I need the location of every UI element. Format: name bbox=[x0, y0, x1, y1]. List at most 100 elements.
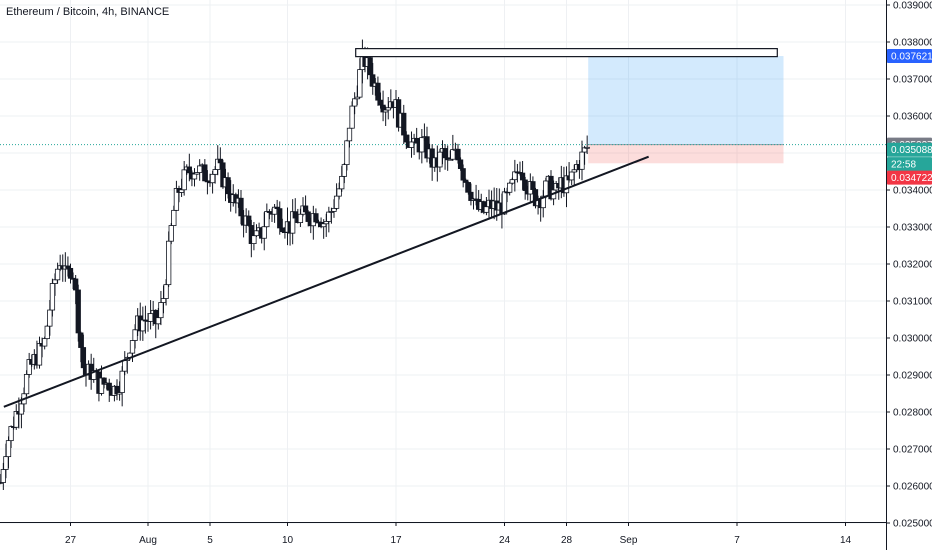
candle bbox=[26, 352, 32, 378]
candle-body bbox=[160, 298, 167, 303]
candle bbox=[246, 210, 252, 227]
candle-body bbox=[339, 175, 345, 190]
x-tick-label: 10 bbox=[282, 535, 294, 546]
candle-body bbox=[455, 148, 461, 161]
candle bbox=[569, 171, 575, 185]
candle bbox=[326, 206, 332, 233]
candle-body bbox=[129, 340, 136, 354]
candle-body bbox=[450, 149, 456, 160]
price-badge-label: 0.035088 bbox=[891, 145, 932, 156]
candle-body bbox=[78, 332, 84, 348]
candle-body bbox=[375, 82, 381, 101]
candle-body bbox=[166, 240, 172, 286]
candle bbox=[114, 379, 120, 401]
candle-body bbox=[522, 179, 528, 191]
candle bbox=[168, 223, 174, 245]
candle-body bbox=[54, 268, 61, 281]
candle bbox=[122, 351, 128, 376]
price-badge-bg bbox=[887, 142, 932, 157]
candle-body bbox=[569, 171, 575, 181]
candle-body bbox=[336, 188, 342, 197]
y-tick-label: 0.037000 bbox=[893, 75, 932, 86]
candle-body bbox=[49, 283, 56, 311]
price-badge-label: 22:58 bbox=[891, 160, 916, 171]
y-tick-label: 0.039000 bbox=[893, 1, 932, 12]
candle bbox=[419, 129, 425, 164]
x-tick-label: 7 bbox=[734, 535, 740, 546]
candle-body bbox=[67, 267, 74, 279]
position-zones[interactable] bbox=[0, 56, 886, 164]
candle-body bbox=[3, 456, 9, 470]
y-tick-label: 0.027000 bbox=[893, 445, 932, 456]
candle bbox=[380, 90, 386, 122]
candle bbox=[414, 127, 420, 144]
candle-body bbox=[403, 134, 409, 143]
candle-body bbox=[225, 177, 231, 195]
drawings[interactable] bbox=[3, 48, 778, 408]
candle-body bbox=[132, 329, 138, 341]
candle-body bbox=[122, 360, 128, 372]
grid bbox=[0, 0, 886, 524]
candle-body bbox=[42, 338, 48, 347]
candle-body bbox=[191, 173, 198, 180]
candle-body bbox=[209, 173, 216, 184]
chart-title: Ethereum / Bitcoin, 4h, BINANCE bbox=[6, 6, 169, 18]
price-badge: 22:58 bbox=[887, 157, 932, 172]
candle-body bbox=[5, 440, 12, 458]
candle-body bbox=[457, 159, 464, 169]
y-tick-label: 0.036000 bbox=[893, 112, 932, 123]
candle-body bbox=[246, 215, 252, 226]
candle-body bbox=[297, 213, 304, 223]
candle-body bbox=[292, 211, 298, 219]
x-tick-label: 28 bbox=[561, 535, 573, 546]
candle-body bbox=[52, 279, 58, 284]
candle bbox=[44, 324, 50, 340]
x-tick-label: 24 bbox=[499, 535, 511, 546]
resistance-rectangle[interactable] bbox=[355, 48, 778, 58]
profit-zone[interactable] bbox=[588, 56, 784, 145]
candle bbox=[512, 159, 518, 192]
trendline[interactable] bbox=[3, 155, 650, 408]
candle bbox=[450, 134, 456, 161]
candle-body bbox=[8, 426, 14, 442]
candle-body bbox=[352, 98, 358, 107]
candle bbox=[584, 135, 590, 155]
candle-body bbox=[0, 469, 6, 483]
candle-body bbox=[401, 112, 407, 136]
price-badge-bg bbox=[887, 170, 932, 185]
price-badge-bg bbox=[887, 157, 932, 172]
candle-body bbox=[181, 169, 187, 191]
loss-zone[interactable] bbox=[588, 144, 784, 164]
candle-body bbox=[305, 211, 311, 222]
price-badge: 0.034722 bbox=[887, 170, 932, 185]
candle-body bbox=[321, 223, 327, 228]
candle-body bbox=[367, 57, 373, 76]
y-tick-label: 0.033000 bbox=[893, 223, 932, 234]
candle-body bbox=[251, 235, 257, 244]
candle-body bbox=[178, 189, 185, 193]
y-tick-label: 0.034000 bbox=[893, 186, 932, 197]
candle bbox=[173, 180, 180, 211]
price-badge-label: 0.037621 bbox=[891, 52, 932, 63]
candle-body bbox=[442, 148, 448, 159]
candle bbox=[302, 195, 309, 213]
candle-body bbox=[277, 208, 283, 229]
candle-body bbox=[408, 141, 415, 148]
y-tick-label: 0.032000 bbox=[893, 260, 932, 271]
y-tick-label: 0.038000 bbox=[893, 38, 932, 49]
candle-body bbox=[465, 182, 471, 193]
candle bbox=[310, 205, 316, 240]
candle-body bbox=[543, 180, 549, 197]
candle-body bbox=[419, 137, 425, 153]
candle-body bbox=[437, 151, 443, 168]
x-tick-label: Aug bbox=[139, 535, 157, 546]
candle-body bbox=[584, 146, 590, 149]
candle-body bbox=[509, 179, 515, 184]
x-tick-label: 5 bbox=[207, 535, 213, 546]
candle bbox=[13, 404, 19, 430]
candle-body bbox=[171, 209, 177, 226]
candle-body bbox=[377, 99, 384, 106]
candle-body bbox=[326, 211, 332, 222]
candle bbox=[264, 203, 270, 228]
